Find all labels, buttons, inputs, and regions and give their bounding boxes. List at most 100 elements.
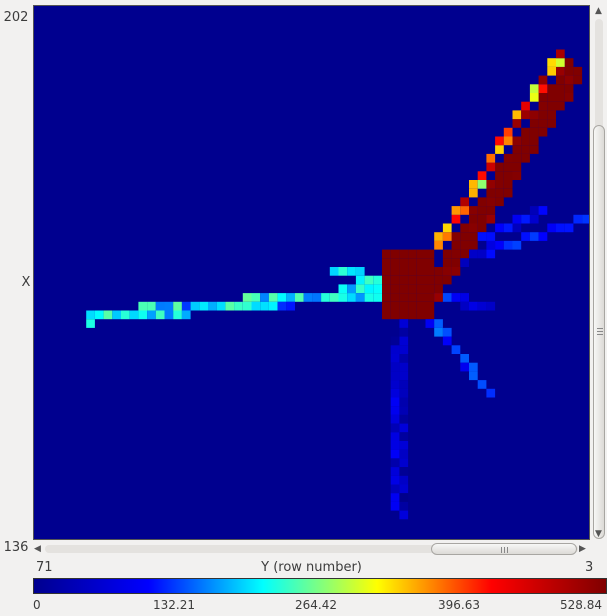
- heatmap-cell: [390, 449, 400, 459]
- heatmap-cell: [321, 293, 330, 302]
- vertical-scroll-thumb[interactable]: [593, 125, 605, 539]
- heatmap-cell: [434, 284, 443, 294]
- heatmap-cell: [434, 319, 443, 328]
- heatmap-cell: [399, 414, 409, 424]
- scroll-up-arrow-icon[interactable]: ▲: [595, 6, 602, 16]
- heatmap-cell: [390, 388, 400, 398]
- heatmap-cell: [512, 145, 522, 154]
- heatmap-cell: [338, 293, 348, 302]
- heatmap-cell: [138, 301, 148, 311]
- heatmap-cell: [303, 293, 313, 302]
- heatmap-cell: [469, 371, 478, 381]
- heatmap-cell: [347, 267, 356, 276]
- heatmap-cell: [390, 432, 400, 441]
- heatmap-cell: [503, 223, 513, 233]
- heatmap-cell: [460, 258, 469, 267]
- heatmap-cell: [460, 206, 469, 215]
- heatmap-cell: [408, 275, 417, 285]
- heatmap-cell: [564, 93, 574, 102]
- heatmap-cell: [147, 301, 156, 311]
- heatmap-cell: [390, 414, 400, 424]
- heatmap-cell: [416, 293, 426, 302]
- heatmap-cell: [277, 293, 287, 302]
- heatmap-cell: [390, 441, 400, 450]
- heatmap-cell: [181, 301, 191, 311]
- heatmap-cell: [486, 206, 496, 215]
- heatmap-cell: [469, 301, 478, 311]
- heatmap-cell: [477, 206, 487, 215]
- heatmap-cell: [451, 206, 461, 215]
- colorbar-tick: 264.42: [295, 598, 337, 612]
- heatmap-cell: [390, 362, 400, 372]
- heatmap-cell: [295, 293, 304, 302]
- heatmap-cell: [251, 293, 261, 302]
- heatmap-cell: [460, 354, 469, 363]
- heatmap-cell: [408, 258, 417, 267]
- heatmap-cell: [399, 484, 409, 494]
- heatmap-plot[interactable]: [33, 5, 590, 540]
- heatmap-cell: [399, 380, 409, 389]
- heatmap-cell: [416, 284, 426, 294]
- heatmap-cell: [538, 84, 548, 93]
- heatmap-cell: [390, 267, 400, 276]
- heatmap-cell: [451, 214, 461, 224]
- heatmap-cell: [390, 423, 400, 433]
- horizontal-scrollbar[interactable]: ◀ ▶: [33, 542, 590, 556]
- heatmap-cell: [521, 214, 530, 224]
- heatmap-cell: [242, 293, 252, 302]
- heatmap-cell: [390, 371, 400, 381]
- heatmap-cell: [86, 310, 95, 320]
- heatmap-cell: [442, 258, 452, 267]
- heatmap-cell: [399, 354, 409, 363]
- heatmap-cell: [460, 223, 469, 233]
- heatmap-cell: [173, 310, 182, 320]
- heatmap-cell: [556, 66, 565, 76]
- heatmap-cell: [469, 223, 478, 233]
- colorbar-tick: 396.63: [438, 598, 480, 612]
- heatmap-cell: [503, 188, 513, 198]
- heatmap-cell: [390, 397, 400, 407]
- heatmap-cell: [512, 240, 522, 250]
- heatmap-cell: [547, 119, 556, 128]
- heatmap-cell: [503, 240, 513, 250]
- heatmap-cell: [442, 275, 452, 285]
- heatmap-cell: [399, 301, 409, 311]
- heatmap-cell: [260, 293, 269, 302]
- heatmap-cell: [469, 206, 478, 215]
- heatmap-cell: [390, 336, 400, 346]
- heatmap-cell: [425, 267, 435, 276]
- heatmap-cell: [573, 66, 583, 76]
- heatmap-cell: [460, 301, 469, 311]
- heatmap-cell: [390, 310, 400, 320]
- heatmap-cell: [512, 136, 522, 146]
- vertical-scrollbar[interactable]: ▲ ▼: [592, 5, 606, 540]
- heatmap-cell: [199, 301, 208, 311]
- scroll-left-arrow-icon[interactable]: ◀: [34, 544, 41, 554]
- heatmap-cell: [399, 449, 409, 459]
- heatmap-cell: [469, 362, 478, 372]
- horizontal-scroll-thumb[interactable]: [431, 543, 577, 555]
- heatmap-cell: [547, 84, 556, 93]
- heatmap-cell: [425, 275, 435, 285]
- heatmap-cell: [486, 153, 496, 163]
- scroll-down-arrow-icon[interactable]: ▼: [595, 529, 602, 539]
- scroll-right-arrow-icon[interactable]: ▶: [579, 544, 586, 554]
- heatmap-cell: [425, 310, 435, 320]
- heatmap-cell: [416, 249, 426, 259]
- heatmap-cell: [512, 153, 522, 163]
- horizontal-scroll-trough[interactable]: [45, 545, 578, 553]
- heatmap-cell: [112, 310, 121, 320]
- heatmap-cell: [382, 249, 391, 259]
- heatmap-cell: [364, 275, 374, 285]
- heatmap-cell: [390, 501, 400, 511]
- heatmap-cell: [399, 345, 409, 354]
- heatmap-cell: [564, 58, 574, 67]
- heatmap-cell: [390, 293, 400, 302]
- heatmap-cell: [338, 267, 348, 276]
- heatmap-cell: [503, 162, 513, 172]
- heatmap-cell: [477, 223, 487, 233]
- heatmap-cell: [260, 301, 269, 311]
- heatmap-cell: [477, 301, 487, 311]
- heatmap-cell: [556, 84, 565, 93]
- heatmap-cell: [408, 249, 417, 259]
